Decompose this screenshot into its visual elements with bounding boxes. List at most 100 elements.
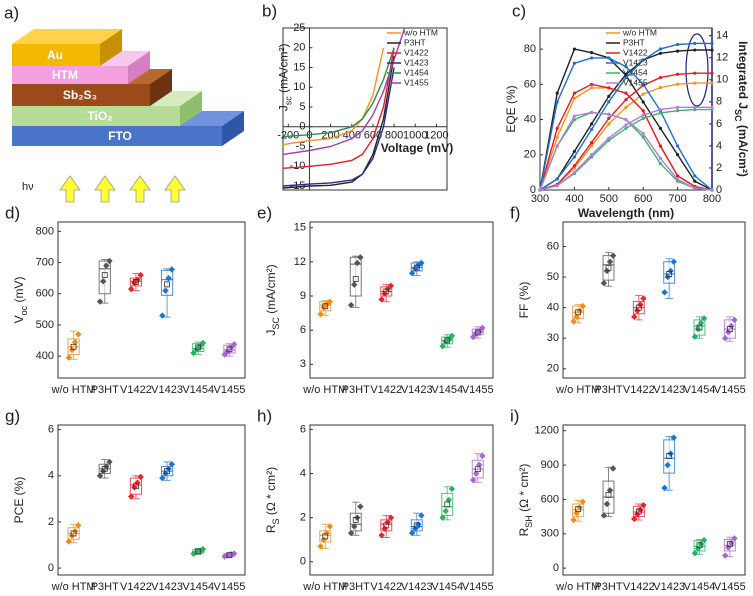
point [658,156,663,160]
x-tick-label: P3HT [342,384,370,396]
data-point [603,500,611,508]
x-tick-label: V1455 [462,581,494,593]
data-point [606,258,614,265]
data-point [637,301,644,308]
box [380,519,393,532]
point [676,177,680,182]
mean [666,453,673,459]
data-point [479,452,486,460]
mean [133,279,139,285]
data-point [96,298,104,305]
data-point [159,474,166,482]
y-axis-label: PCE (%) [12,477,26,524]
mean [383,288,390,295]
layer-label: TiO₂ [87,109,112,123]
point [624,98,628,102]
layer-label: Au [47,48,63,62]
panel-label: c) [512,1,526,20]
y-tick-label: 3 [300,358,306,370]
data-point [199,545,207,553]
x-tick-label: P3HT [594,581,622,593]
y-tick-label: 6 [300,324,306,336]
point [624,117,628,122]
mean [70,343,77,350]
y2-tick-label: 12 [716,52,728,64]
integrated-line [539,108,712,191]
point [590,86,594,90]
panel-label: a) [4,3,19,22]
y-tick-label: 20 [547,363,559,375]
label-part: J [277,105,291,111]
label-part: SC [733,109,743,122]
data-point [670,434,677,441]
data-point [600,512,608,519]
data-point [573,313,580,321]
data-point [640,501,647,509]
y-tick-label: 15 [293,61,305,73]
data-point [606,487,614,494]
point [658,107,663,112]
panel-label: b) [262,1,277,20]
data-point [357,503,364,510]
x-tick-label: V1454 [182,384,214,396]
mean [635,508,642,515]
plot-frame [57,221,246,379]
point [607,100,611,104]
mean [226,552,233,559]
legend-label: V1422 [623,47,648,57]
x-tick-label: V1422 [120,581,152,593]
mean [226,346,233,353]
data-point [224,552,232,559]
data-point [230,550,238,557]
data-point [68,346,76,354]
y-axis-label: Voc (mV) [12,277,29,324]
x-tick-label: w/o HTM [302,384,347,396]
box [160,269,174,296]
x-tick-label: 300 [531,193,549,205]
data-point [387,282,395,289]
arrow [94,175,116,203]
point [624,91,628,95]
plot-frame [562,424,746,576]
legend-label: V1454 [404,67,429,77]
data-point [697,319,705,327]
mean [696,542,703,549]
point [590,144,594,148]
y-tick-label: 25 [293,22,305,34]
data-point [134,479,141,486]
y2-tick-label: 2 [716,162,722,174]
label-part: Wavelength (nm) [578,206,674,220]
data-point [728,539,735,547]
y-axis-label: EQE (%) [504,85,518,132]
mean [101,272,108,278]
layer-au [12,44,100,66]
y-tick-label: 15 [294,222,306,234]
series-line [282,27,406,156]
panel-label: i) [510,406,519,425]
point [538,188,542,192]
point [658,47,663,51]
point [607,136,611,140]
data-point [694,545,702,552]
layer-top [12,29,122,44]
box [663,439,676,474]
y-tick-label: 50 [547,271,559,283]
panel-label: h) [257,406,272,425]
data-point [579,498,586,505]
mean [101,465,108,472]
layer-fto [12,126,222,146]
data-point [387,514,395,521]
point [693,105,697,109]
label-part: (mA/cm²) [264,264,278,317]
mean [164,468,170,475]
mean [133,483,139,490]
y-tick-label: 700 [36,256,54,268]
label-part: PCE (%) [12,477,26,524]
point [641,132,645,136]
y-tick-label: 2 [48,516,54,528]
x-tick-label: V1454 [684,581,716,593]
plot-frame [309,424,494,576]
label-part: R [264,524,278,533]
y-tick-label: 4 [300,467,306,479]
box [319,530,332,543]
